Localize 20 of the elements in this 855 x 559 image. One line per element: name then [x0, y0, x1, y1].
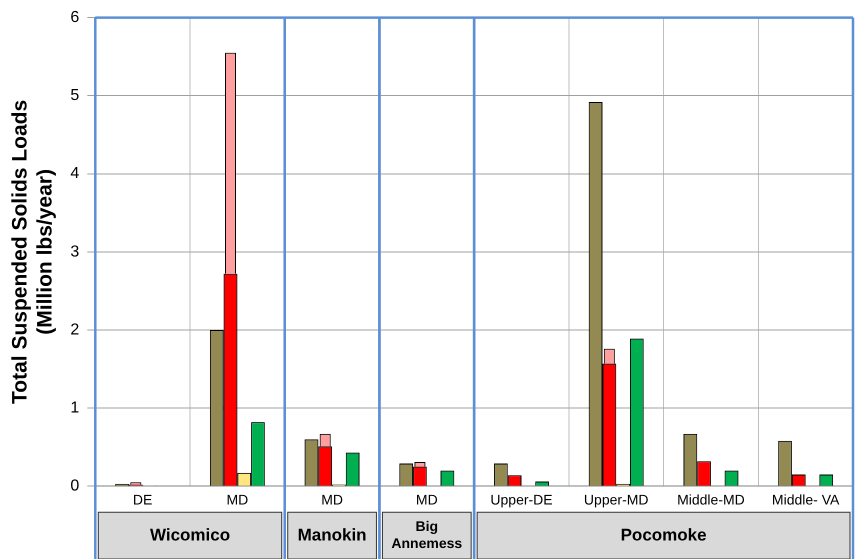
- text: Pocomoke: [620, 525, 707, 544]
- x-tick-label: DE: [132, 491, 152, 508]
- x-tick-label: MD: [226, 491, 248, 508]
- y-tick-label: 5: [70, 87, 80, 104]
- x-tick-label: MD: [321, 491, 343, 508]
- x-tick-label: Upper-MD: [584, 491, 649, 508]
- y-tick-label: 4: [70, 165, 80, 182]
- y-tick-label: 0: [70, 478, 80, 495]
- x-tick-label: Upper-DE: [490, 491, 553, 508]
- text: Wicomico: [150, 525, 230, 544]
- text: Manokin: [298, 525, 367, 544]
- y-axis-title: Total Suspended Solids Loads (Million lbs/year): [8, 100, 57, 404]
- y-tick-label: 3: [70, 243, 80, 260]
- x-tick-label: Middle-MD: [677, 491, 745, 508]
- x-tick-label: Middle- VA: [772, 491, 840, 508]
- x-tick-label: MD: [416, 491, 438, 508]
- y-tick-label: 2: [70, 321, 80, 338]
- y-tick-label: 1: [70, 400, 80, 417]
- text: Big Annemess: [391, 518, 462, 551]
- y-tick-label: 6: [70, 9, 80, 26]
